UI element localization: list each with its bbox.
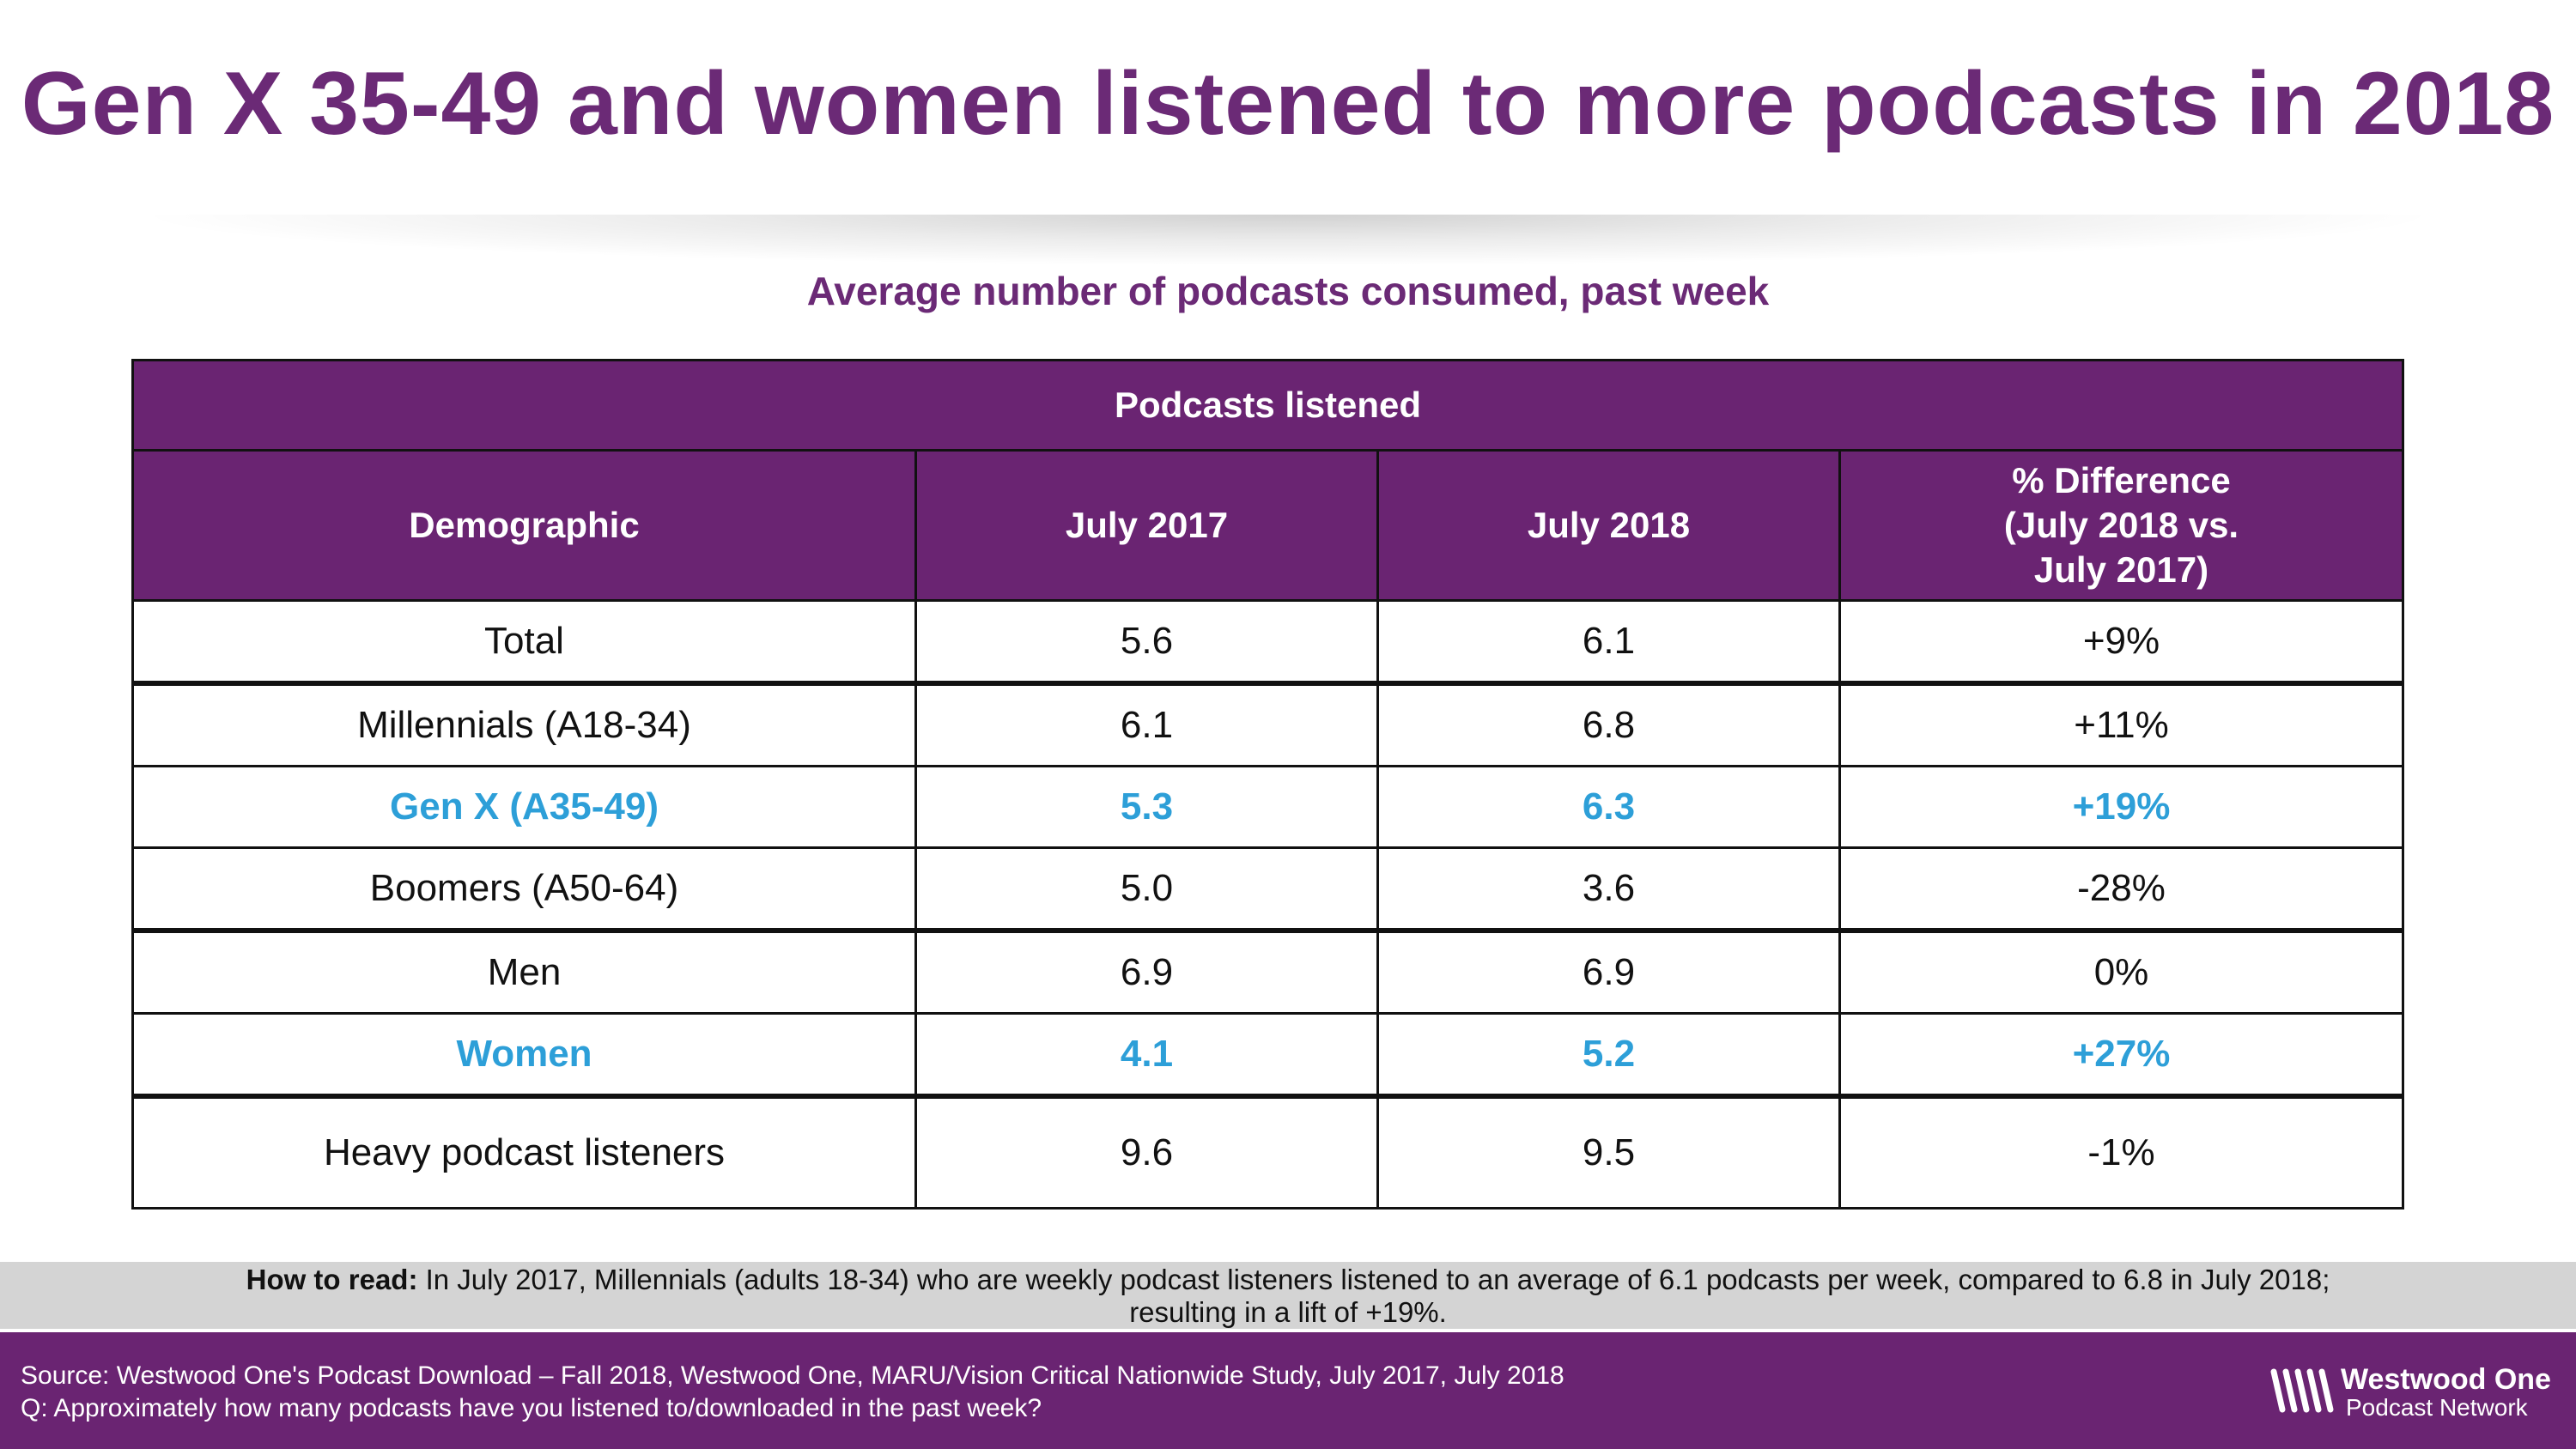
table-group-header-row: Podcasts listened [131,359,2404,452]
cell-july-2017: 5.0 [914,846,1379,932]
cell-difference: +11% [1838,681,2404,767]
title-divider-shadow [129,215,2447,266]
diff-header-line2: (July 2018 vs. [2003,505,2239,545]
table-row-highlighted: Women 4.1 5.2 +27% [131,1012,2404,1098]
how-to-read-line2: resulting in a lift of +19%. [1129,1296,1447,1328]
cell-july-2018: 5.2 [1376,1012,1841,1098]
diff-header-line3: July 2017) [2033,549,2209,590]
cell-july-2018: 6.1 [1376,599,1841,685]
table-row: Total 5.6 6.1 +9% [131,599,2404,685]
cell-demographic: Men [131,928,917,1015]
question-note: Q: Approximately how many podcasts have … [21,1394,1042,1422]
col-header-july-2017: July 2017 [914,449,1379,602]
how-to-read-text: In July 2017, Millennials (adults 18-34)… [417,1264,2330,1295]
page-title: Gen X 35-49 and women listened to more p… [21,54,2555,154]
source-note: Source: Westwood One's Podcast Download … [21,1361,1564,1390]
cell-july-2018: 3.6 [1376,846,1841,932]
cell-demographic: Millennials (A18-34) [131,681,917,767]
cell-demographic: Total [131,599,917,685]
group-header: Podcasts listened [131,359,2404,452]
cell-demographic: Gen X (A35-49) [131,765,917,849]
col-header-difference: % Difference (July 2018 vs. July 2017) [1838,449,2404,602]
footer-source-block: Source: Westwood One's Podcast Download … [21,1360,1564,1425]
table-subtitle: Average number of podcasts consumed, pas… [806,269,1770,313]
cell-demographic: Heavy podcast listeners [131,1094,917,1210]
cell-july-2017: 5.3 [914,765,1379,849]
cell-demographic: Women [131,1012,917,1098]
logo-name: Westwood One [2341,1363,2551,1396]
cell-demographic: Boomers (A50-64) [131,846,917,932]
footer-bar: Source: Westwood One's Podcast Download … [0,1332,2576,1449]
cell-difference: +27% [1838,1012,2404,1098]
table-row: Boomers (A50-64) 5.0 3.6 -28% [131,846,2404,932]
cell-difference: -28% [1838,846,2404,932]
westwood-wave-icon [2270,1368,2334,1413]
table-column-header-row: Demographic July 2017 July 2018 % Differ… [131,449,2404,602]
table-row: Heavy podcast listeners 9.6 9.5 -1% [131,1094,2404,1210]
col-header-demographic: Demographic [131,449,917,602]
table-row: Men 6.9 6.9 0% [131,928,2404,1015]
cell-difference: 0% [1838,928,2404,1015]
table-row-highlighted: Gen X (A35-49) 5.3 6.3 +19% [131,765,2404,849]
diff-header-line1: % Difference [2012,460,2231,500]
cell-july-2017: 6.9 [914,928,1379,1015]
cell-july-2017: 6.1 [914,681,1379,767]
cell-july-2017: 4.1 [914,1012,1379,1098]
how-to-read-line1: How to read: In July 2017, Millennials (… [0,1264,2576,1296]
cell-july-2017: 5.6 [914,599,1379,685]
cell-difference: -1% [1838,1094,2404,1210]
cell-july-2018: 6.8 [1376,681,1841,767]
cell-july-2018: 6.9 [1376,928,1841,1015]
podcast-table: Podcasts listened Demographic July 2017 … [131,359,2404,1210]
col-header-july-2018: July 2018 [1376,449,1841,602]
cell-july-2017: 9.6 [914,1094,1379,1210]
cell-difference: +9% [1838,599,2404,685]
cell-july-2018: 9.5 [1376,1094,1841,1210]
cell-july-2018: 6.3 [1376,765,1841,849]
table-row: Millennials (A18-34) 6.1 6.8 +11% [131,681,2404,767]
how-to-read-label: How to read: [246,1264,418,1295]
logo-subtitle: Podcast Network [2346,1394,2528,1421]
westwood-one-logo: Westwood One Podcast Network [2269,1363,2561,1425]
how-to-read-banner: How to read: In July 2017, Millennials (… [0,1262,2576,1329]
cell-difference: +19% [1838,765,2404,849]
